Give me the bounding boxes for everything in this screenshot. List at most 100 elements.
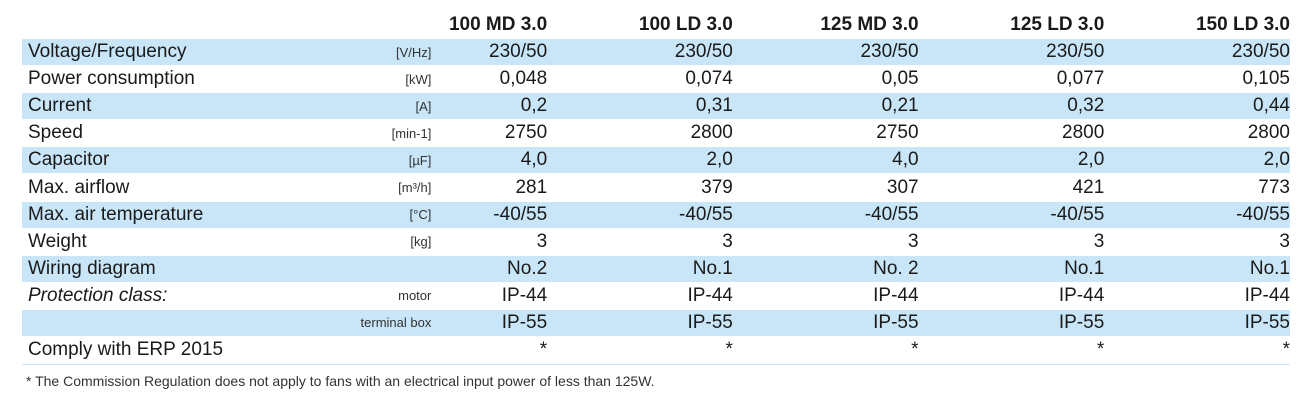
cell-value: IP-55 bbox=[687, 311, 733, 333]
cell-value: No.1 bbox=[1249, 257, 1290, 279]
cell-value: No.1 bbox=[1064, 257, 1105, 279]
cell-value: 307 bbox=[886, 176, 919, 198]
row-unit: terminal box bbox=[360, 315, 432, 331]
table-row: Current [A] 0,2 0,31 0,21 0,32 0,44 bbox=[22, 93, 1290, 121]
cell-value: 230/50 bbox=[674, 41, 733, 63]
table-row: Max. airflow [m³/h] 281 379 307 421 773 bbox=[22, 174, 1290, 202]
cell-value: -40/55 bbox=[493, 203, 548, 225]
row-label: Protection class: bbox=[28, 284, 168, 306]
cell-value: IP-44 bbox=[1058, 284, 1105, 306]
cell-value: 2,0 bbox=[706, 149, 733, 171]
cell-value: 0,105 bbox=[1242, 68, 1290, 90]
cell-value: IP-55 bbox=[1058, 311, 1105, 333]
cell-value: IP-55 bbox=[501, 311, 548, 333]
row-unit: [kg] bbox=[410, 234, 432, 250]
cell-value: 0,21 bbox=[881, 95, 919, 117]
cell-value: 2800 bbox=[690, 122, 733, 144]
table-row: Wiring diagram No.2 No.1 No. 2 No.1 No.1 bbox=[22, 255, 1290, 283]
cell-value: 2800 bbox=[1062, 122, 1105, 144]
row-label: Power consumption bbox=[28, 68, 195, 90]
cell-value: 0,074 bbox=[685, 68, 733, 90]
cell-value: 3 bbox=[536, 230, 548, 252]
cell-value: 0,048 bbox=[499, 68, 548, 90]
cell-value: 773 bbox=[1258, 176, 1290, 198]
cell-value: * bbox=[725, 339, 733, 361]
row-label: Current bbox=[28, 95, 92, 117]
table-row: Speed [min-1] 2750 2800 2750 2800 2800 bbox=[22, 120, 1290, 148]
row-label: Wiring diagram bbox=[28, 257, 156, 279]
cell-value: No.1 bbox=[692, 257, 733, 279]
cell-value: IP-44 bbox=[501, 284, 548, 306]
cell-value: 379 bbox=[701, 176, 733, 198]
cell-value: 0,31 bbox=[695, 95, 733, 117]
cell-value: 230/50 bbox=[1231, 41, 1290, 63]
cell-value: -40/55 bbox=[864, 203, 919, 225]
footnote: * The Commission Regulation does not app… bbox=[26, 373, 655, 389]
cell-value: 2750 bbox=[876, 122, 919, 144]
row-unit: [µF] bbox=[408, 152, 432, 168]
cell-value: IP-55 bbox=[873, 311, 919, 333]
row-label: Max. airflow bbox=[28, 176, 130, 198]
cell-value: 230/50 bbox=[489, 41, 548, 63]
row-label: Max. air temperature bbox=[28, 203, 204, 225]
row-unit: [m³/h] bbox=[398, 180, 432, 196]
table-row: terminal box IP-55 IP-55 IP-55 IP-55 IP-… bbox=[22, 309, 1290, 338]
cell-value: 421 bbox=[1072, 176, 1105, 198]
row-unit: [A] bbox=[415, 98, 432, 114]
cell-value: 2800 bbox=[1247, 122, 1290, 144]
row-label: Comply with ERP 2015 bbox=[28, 339, 224, 361]
row-label: Voltage/Frequency bbox=[28, 41, 187, 63]
cell-value: 0,44 bbox=[1253, 95, 1290, 117]
cell-value: 230/50 bbox=[1046, 41, 1105, 63]
cell-value: 0,05 bbox=[881, 68, 919, 90]
cell-value: 2750 bbox=[504, 122, 548, 144]
cell-value: 230/50 bbox=[860, 41, 919, 63]
table-row: Comply with ERP 2015 * * * * * bbox=[22, 337, 1290, 365]
cell-value: * bbox=[539, 339, 548, 361]
cell-value: IP-44 bbox=[687, 284, 733, 306]
cell-value: 0,077 bbox=[1056, 68, 1105, 90]
cell-value: -40/55 bbox=[1236, 203, 1290, 225]
row-unit: [V/Hz] bbox=[395, 44, 432, 60]
cell-value: 3 bbox=[908, 230, 919, 252]
row-label: Capacitor bbox=[28, 149, 110, 171]
cell-value: 2,0 bbox=[1077, 149, 1105, 171]
cell-value: 3 bbox=[722, 230, 733, 252]
cell-value: 3 bbox=[1093, 230, 1105, 252]
cell-value: 4,0 bbox=[892, 149, 919, 171]
table-row: Protection class: motor IP-44 IP-44 IP-4… bbox=[22, 283, 1290, 310]
table-row: Capacitor [µF] 4,0 2,0 4,0 2,0 2,0 bbox=[22, 147, 1290, 175]
table-row: Max. air temperature [°C] -40/55 -40/55 … bbox=[22, 201, 1290, 229]
model-header: 125 LD 3.0 bbox=[1010, 13, 1105, 35]
cell-value: * bbox=[1096, 339, 1105, 361]
cell-value: 0,2 bbox=[520, 95, 548, 117]
cell-value: No. 2 bbox=[873, 257, 919, 279]
cell-value: -40/55 bbox=[1050, 203, 1105, 225]
row-unit: [kW] bbox=[405, 71, 432, 87]
cell-value: 281 bbox=[515, 176, 548, 198]
cell-value: -40/55 bbox=[679, 203, 733, 225]
table-header: 100 MD 3.0 100 LD 3.0 125 MD 3.0 125 LD … bbox=[22, 10, 1290, 39]
cell-value: * bbox=[1282, 339, 1290, 361]
model-header: 125 MD 3.0 bbox=[820, 13, 919, 35]
table-row: Voltage/Frequency [V/Hz] 230/50 230/50 2… bbox=[22, 39, 1290, 67]
cell-value: IP-44 bbox=[1244, 284, 1290, 306]
row-unit: motor bbox=[398, 288, 432, 304]
model-header: 150 LD 3.0 bbox=[1195, 13, 1290, 35]
cell-value: IP-55 bbox=[1244, 311, 1290, 333]
row-label: Weight bbox=[28, 230, 87, 252]
table-row: Power consumption [kW] 0,048 0,074 0,05 … bbox=[22, 66, 1290, 94]
model-header: 100 LD 3.0 bbox=[638, 13, 733, 35]
cell-value: No.2 bbox=[507, 257, 548, 279]
row-unit: [°C] bbox=[409, 207, 432, 223]
spec-table: 100 MD 3.0 100 LD 3.0 125 MD 3.0 125 LD … bbox=[22, 10, 1290, 365]
row-unit: [min-1] bbox=[391, 125, 432, 141]
cell-value: 0,32 bbox=[1067, 95, 1105, 117]
cell-value: * bbox=[911, 339, 919, 361]
row-label: Speed bbox=[28, 122, 83, 144]
cell-value: IP-44 bbox=[873, 284, 919, 306]
cell-value: 2,0 bbox=[1263, 149, 1290, 171]
cell-value: 4,0 bbox=[520, 149, 548, 171]
table-row: Weight [kg] 3 3 3 3 3 bbox=[22, 229, 1290, 256]
cell-value: 3 bbox=[1279, 230, 1290, 252]
